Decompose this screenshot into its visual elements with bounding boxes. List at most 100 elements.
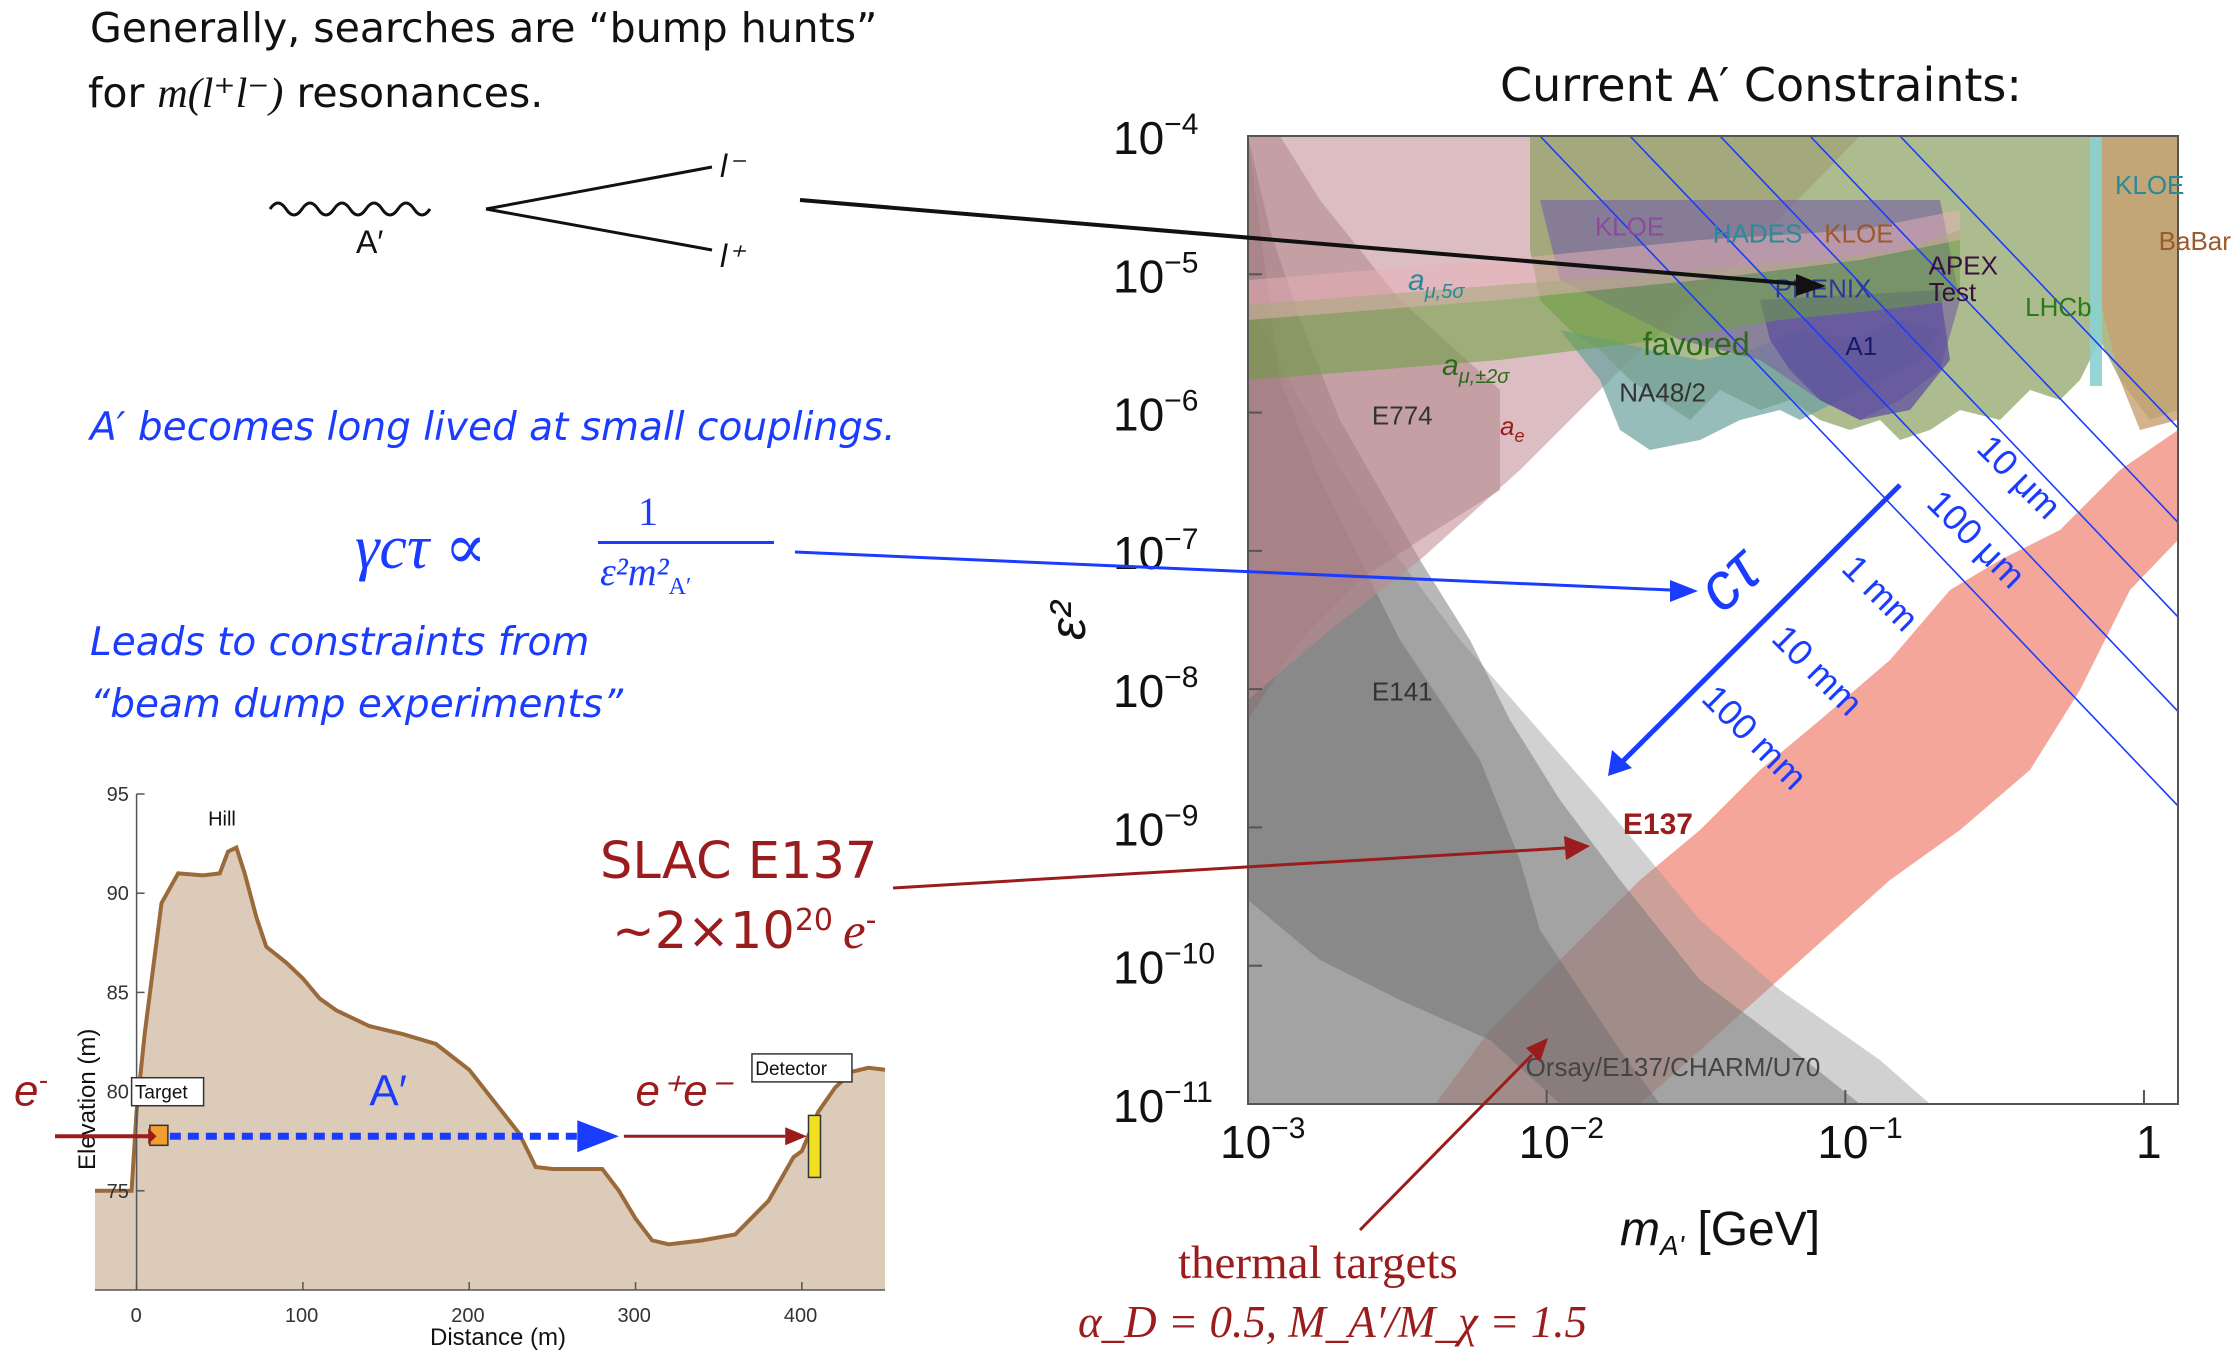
terrain-x-tick-label: 100 xyxy=(285,1305,318,1327)
babar-region xyxy=(2100,136,2178,430)
elevation-profile-chart: 0 100 200 300 400 75 80 85 90 95 Distance (m) Eleva… xyxy=(14,784,886,1351)
region-label: favored xyxy=(1643,326,1750,362)
formula-den-main: ε²m² xyxy=(600,549,669,594)
region-label: BaBar xyxy=(2159,226,2232,256)
x-tick-label: 1 xyxy=(2136,1116,2162,1168)
y-tick-label: 10−7 xyxy=(1113,523,1198,579)
intro-line-2-suffix: resonances. xyxy=(283,69,544,117)
formula-lhs: γcτ ∝ xyxy=(355,514,487,582)
y-tick-label: 10−8 xyxy=(1113,661,1198,717)
ae-label: ae xyxy=(1500,411,1524,446)
diagram-pointer-arrow xyxy=(799,198,1801,286)
slac-count-exp: 20 xyxy=(794,903,833,938)
decay-product-head xyxy=(785,1127,807,1146)
lplus-label: l⁺ xyxy=(720,238,746,274)
long-lived-text: A′ becomes long lived at small couplings… xyxy=(90,405,896,450)
lminus-label: l⁻ xyxy=(720,148,746,184)
kloe-stripe xyxy=(2090,136,2102,386)
x-tick-label: 10−3 xyxy=(1220,1112,1305,1168)
region-label: KLOE xyxy=(2115,170,2184,200)
formula-fraction-bar xyxy=(598,541,774,544)
lepton-line-minus xyxy=(485,165,713,211)
slac-pointer-arrow xyxy=(892,846,1566,890)
amu-5sigma-band xyxy=(1248,210,1960,320)
detector-label-box xyxy=(751,1053,853,1083)
region-label: NA48/2 xyxy=(1619,378,1706,408)
region-label: PHENIX xyxy=(1775,273,1872,303)
intro-line-2-math: m(l⁺l⁻) xyxy=(157,71,284,117)
slac-count-e: e xyxy=(843,904,866,960)
terrain-x-tick-label: 300 xyxy=(618,1305,651,1327)
terrain-y-tick-label: 90 xyxy=(107,883,129,905)
terrain-x-tick-label: 200 xyxy=(451,1305,484,1327)
terrain-outline xyxy=(95,844,886,1247)
aprime-inset-label: A′ xyxy=(369,1066,407,1115)
y-tick-label: 10−5 xyxy=(1113,246,1198,302)
thermal-pointer-head xyxy=(1526,1038,1548,1062)
terrain-x-axis-title: Distance (m) xyxy=(430,1324,566,1351)
y-tick-label: 10−10 xyxy=(1113,938,1215,994)
decay-length-curve xyxy=(1719,136,2178,618)
thermal-targets-params: α_D = 0.5, M_A′/M_χ = 1.5 xyxy=(1078,1297,1587,1347)
target-label: Target xyxy=(135,1083,189,1104)
main-axis-ticks: 10−3 10−2 10−1 1 10−4 10−5 10−6 10−7 10−8 10−9 10−… xyxy=(1113,108,2162,1168)
region-label: HADES xyxy=(1713,218,1803,248)
leads-line-2: “beam dump experiments” xyxy=(90,682,624,727)
slac-e137-count: ~2×1020 e- xyxy=(612,902,876,961)
target-label-box xyxy=(130,1076,205,1107)
terrain-y-tick-label: 85 xyxy=(107,982,129,1004)
y-axis-title: ε² xyxy=(1040,599,1096,640)
intro-line-2: for m(l⁺l⁻) resonances. xyxy=(88,68,543,118)
intro-line-1: Generally, searches are “bump hunts” xyxy=(90,4,878,52)
terrain-y-axis-title: Elevation (m) xyxy=(74,1029,101,1170)
x-tick-label: 10−2 xyxy=(1519,1112,1604,1168)
decay-length-curve xyxy=(1809,136,2178,523)
hill-label: Hill xyxy=(208,809,236,831)
leads-line-1: Leads to constraints from xyxy=(90,620,590,665)
beam-dump-region-inner xyxy=(1248,136,1860,1104)
y-tick-label: 10−4 xyxy=(1113,108,1198,164)
x-tick-label: 10−1 xyxy=(1817,1112,1902,1168)
lepton-line-plus xyxy=(485,207,713,252)
region-label: Test xyxy=(1929,277,1977,307)
terrain-fill xyxy=(95,847,885,1290)
plot-regions xyxy=(1248,136,2178,1104)
terrain-x-tick-label: 0 xyxy=(131,1305,142,1327)
formula-pointer-head xyxy=(1670,580,1698,602)
slac-count-prefix: ~2×10 xyxy=(612,902,795,961)
eplus-eminus-label: e⁺e⁻ xyxy=(636,1066,735,1115)
y-tick-label: 10−6 xyxy=(1113,385,1198,441)
slac-pointer-head xyxy=(1564,836,1590,860)
terrain-plot: 0 100 200 300 400 75 80 85 90 95 Distance (m) Eleva… xyxy=(14,784,886,1351)
detector-marker xyxy=(807,1114,822,1179)
slac-e137-title: SLAC E137 xyxy=(600,832,878,891)
region-label: KLOE xyxy=(1595,212,1664,242)
aprime-label: A′ xyxy=(356,224,383,260)
photon-wavy-line xyxy=(268,201,432,217)
formula-pointer-arrow xyxy=(794,550,1671,592)
eminus-inset-label: e- xyxy=(14,1064,48,1115)
y-tick-label: 10−9 xyxy=(1113,799,1198,855)
amu-5sigma-label: aμ,5σ xyxy=(1408,264,1465,303)
decay-length-curve xyxy=(1539,136,2178,807)
diagram-pointer-head xyxy=(1796,274,1826,296)
terrain-x-tick-label: 400 xyxy=(784,1305,817,1327)
amu-2sigma-label: aμ,±2σ xyxy=(1442,349,1510,388)
terrain-y-tick-label: 75 xyxy=(107,1181,129,1203)
region-label: E141 xyxy=(1372,676,1433,706)
ctau-arrow-line xyxy=(1620,483,1902,764)
ctau-arrow-head xyxy=(1608,750,1632,776)
region-label: A1 xyxy=(1845,331,1877,361)
incoming-beam-head xyxy=(148,1128,157,1145)
formula-den-sub: A′ xyxy=(668,574,692,600)
terrain-y-tick-label: 95 xyxy=(107,784,129,806)
intro-line-2-prefix: for xyxy=(88,69,158,117)
formula-denominator: ε²m²A′ xyxy=(600,548,691,601)
decay-length-curve xyxy=(1899,136,2178,429)
thermal-targets-label: thermal targets xyxy=(1178,1237,1458,1289)
decay-length-curves xyxy=(1539,136,2178,807)
decay-length-curve xyxy=(1629,136,2178,712)
region-label: APEX xyxy=(1929,250,1998,280)
